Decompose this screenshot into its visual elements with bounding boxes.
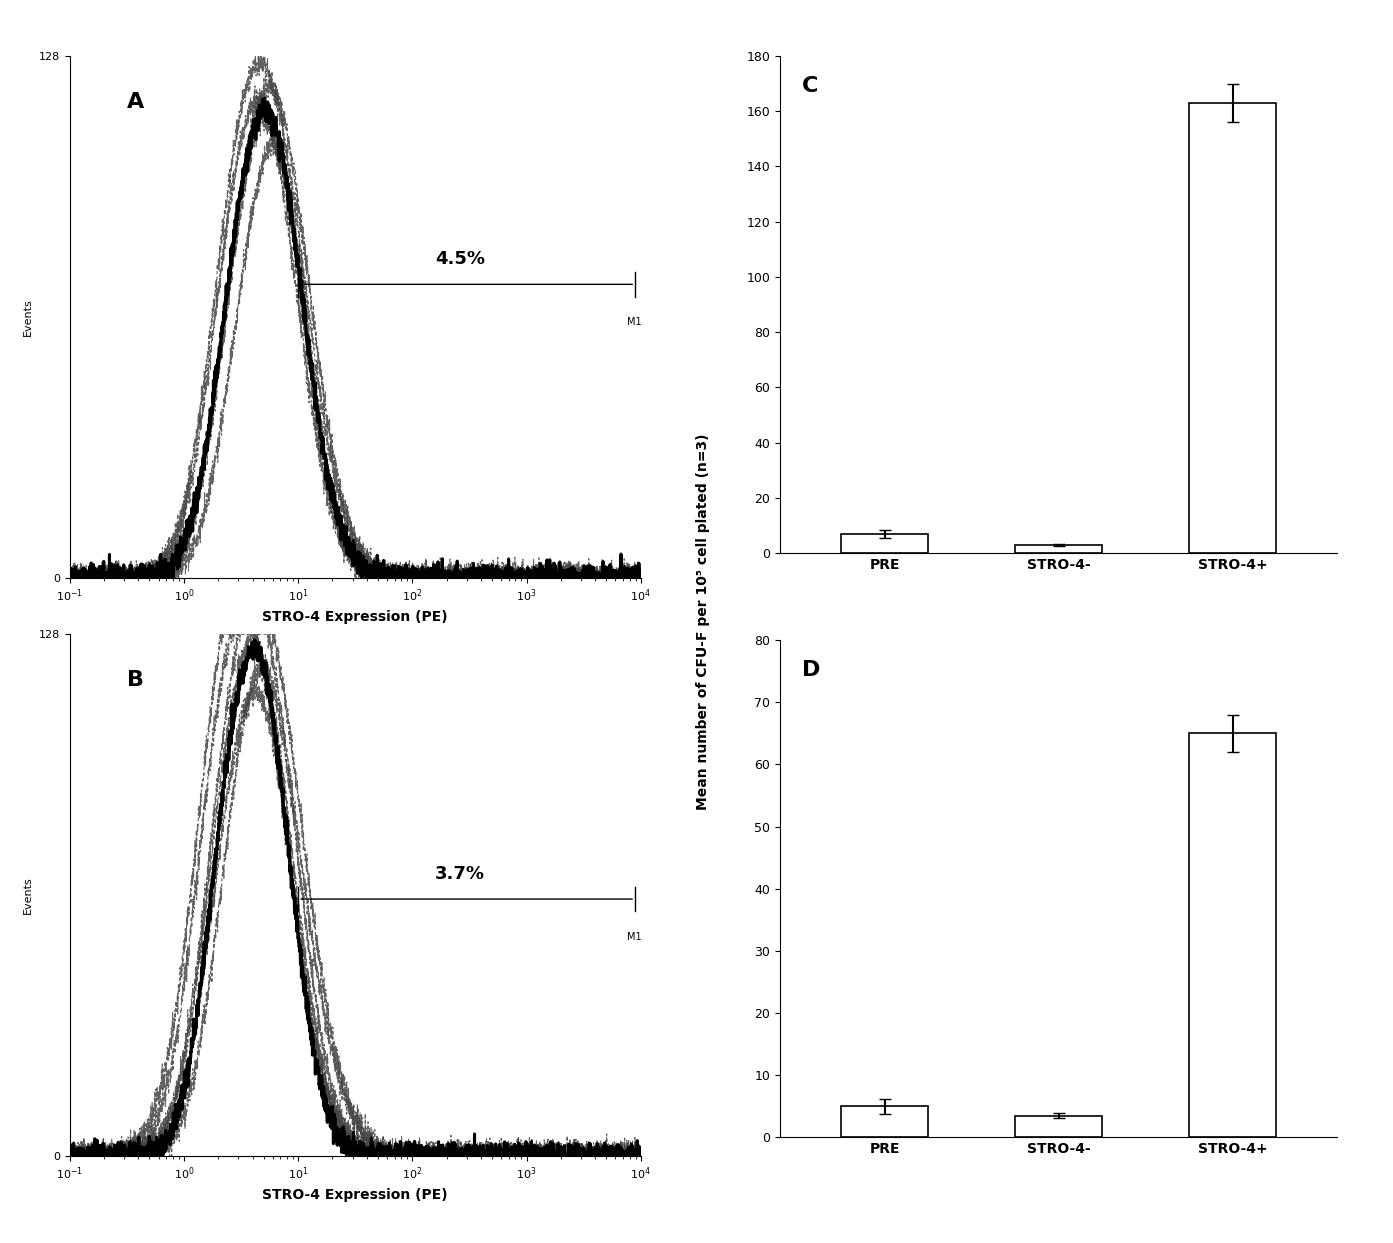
Text: M1: M1	[627, 932, 642, 942]
Bar	[1190, 733, 1276, 1137]
Y-axis label: Events: Events	[24, 876, 33, 914]
Text: 3.7%: 3.7%	[435, 865, 485, 883]
Bar	[1190, 103, 1276, 553]
Text: B: B	[127, 670, 143, 690]
Text: 4.5%: 4.5%	[435, 250, 485, 268]
X-axis label: STRO-4 Expression (PE): STRO-4 Expression (PE)	[262, 610, 449, 624]
Text: M1: M1	[627, 317, 642, 327]
Bar	[1015, 544, 1102, 553]
Text: Mean number of CFU-F per 10⁵ cell plated (n=3): Mean number of CFU-F per 10⁵ cell plated…	[696, 434, 710, 809]
Text: C: C	[802, 76, 819, 96]
Bar	[841, 1106, 928, 1137]
Text: D: D	[802, 660, 820, 680]
X-axis label: STRO-4 Expression (PE): STRO-4 Expression (PE)	[262, 1188, 449, 1202]
Bar	[1015, 1116, 1102, 1137]
Text: A: A	[127, 92, 143, 112]
Bar	[841, 533, 928, 553]
Y-axis label: Events: Events	[24, 298, 33, 336]
